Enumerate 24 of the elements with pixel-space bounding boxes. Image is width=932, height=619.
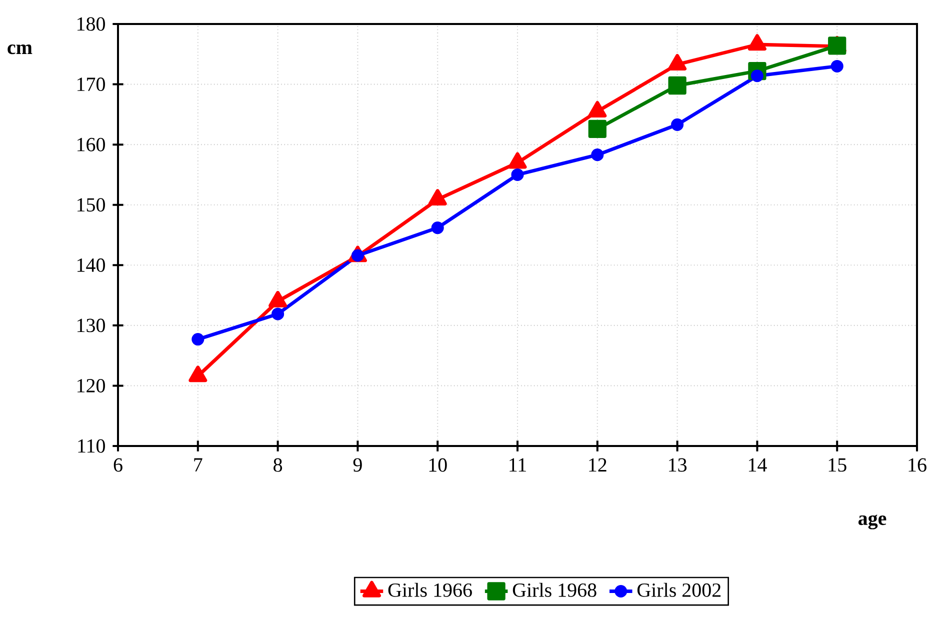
x-tick-label: 8 <box>274 458 282 472</box>
x-tick-label: 10 <box>429 458 447 472</box>
x-axis-title: age <box>858 514 886 530</box>
y-tick-label: 160 <box>77 138 105 152</box>
legend-label: Girls 1968 <box>512 582 596 597</box>
x-tick-label: 15 <box>828 458 846 472</box>
x-tick-label: 14 <box>748 458 767 472</box>
x-tick-label: 7 <box>194 458 202 472</box>
y-tick-label: 110 <box>78 439 105 453</box>
x-tick-label: 9 <box>353 458 362 472</box>
y-tick-label: 120 <box>77 378 105 392</box>
y-tick-label: 180 <box>77 17 105 31</box>
y-tick-label: 140 <box>77 258 105 272</box>
legend-label: Girls 2002 <box>637 582 721 597</box>
x-tick-label: 12 <box>589 458 606 472</box>
x-tick-label: 6 <box>114 458 122 472</box>
legend-label: Girls 1966 <box>388 582 472 597</box>
y-tick-label: 130 <box>77 318 105 332</box>
y-tick-label: 170 <box>77 78 105 92</box>
x-tick-label: 13 <box>669 458 687 472</box>
x-tick-label: 11 <box>510 458 526 472</box>
y-tick-label: 150 <box>77 198 105 212</box>
y-axis-title: cm <box>8 44 32 54</box>
x-tick-label: 16 <box>908 458 926 472</box>
